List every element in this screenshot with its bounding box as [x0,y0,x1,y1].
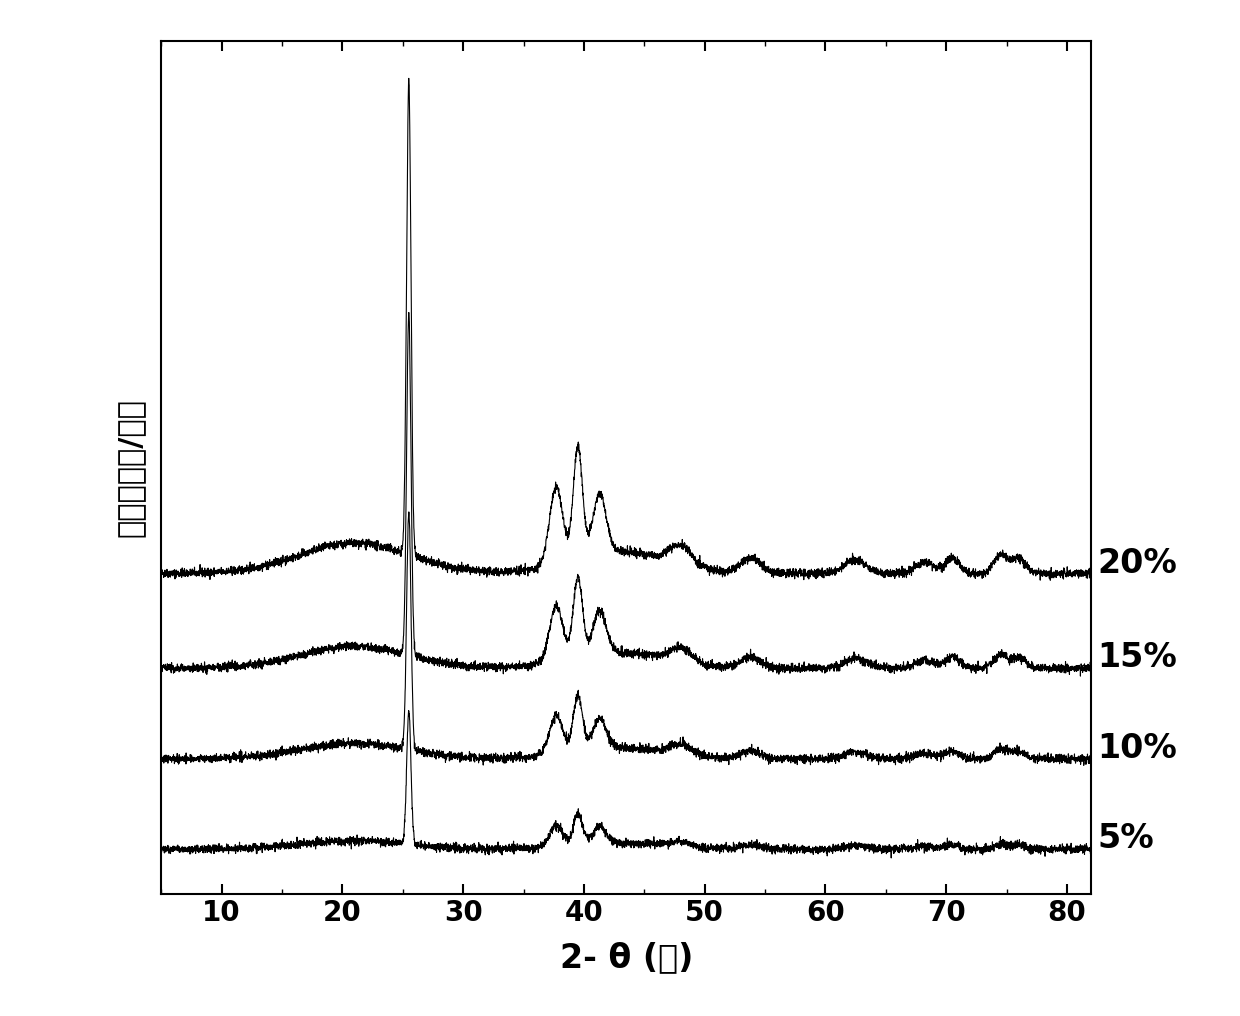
Y-axis label: 强度（计数/秒）: 强度（计数/秒） [115,398,145,536]
X-axis label: 2- θ (度): 2- θ (度) [559,941,693,973]
Text: 15%: 15% [1097,641,1177,675]
Text: 10%: 10% [1097,732,1177,765]
Text: 20%: 20% [1097,547,1177,579]
Text: 5%: 5% [1097,822,1154,855]
